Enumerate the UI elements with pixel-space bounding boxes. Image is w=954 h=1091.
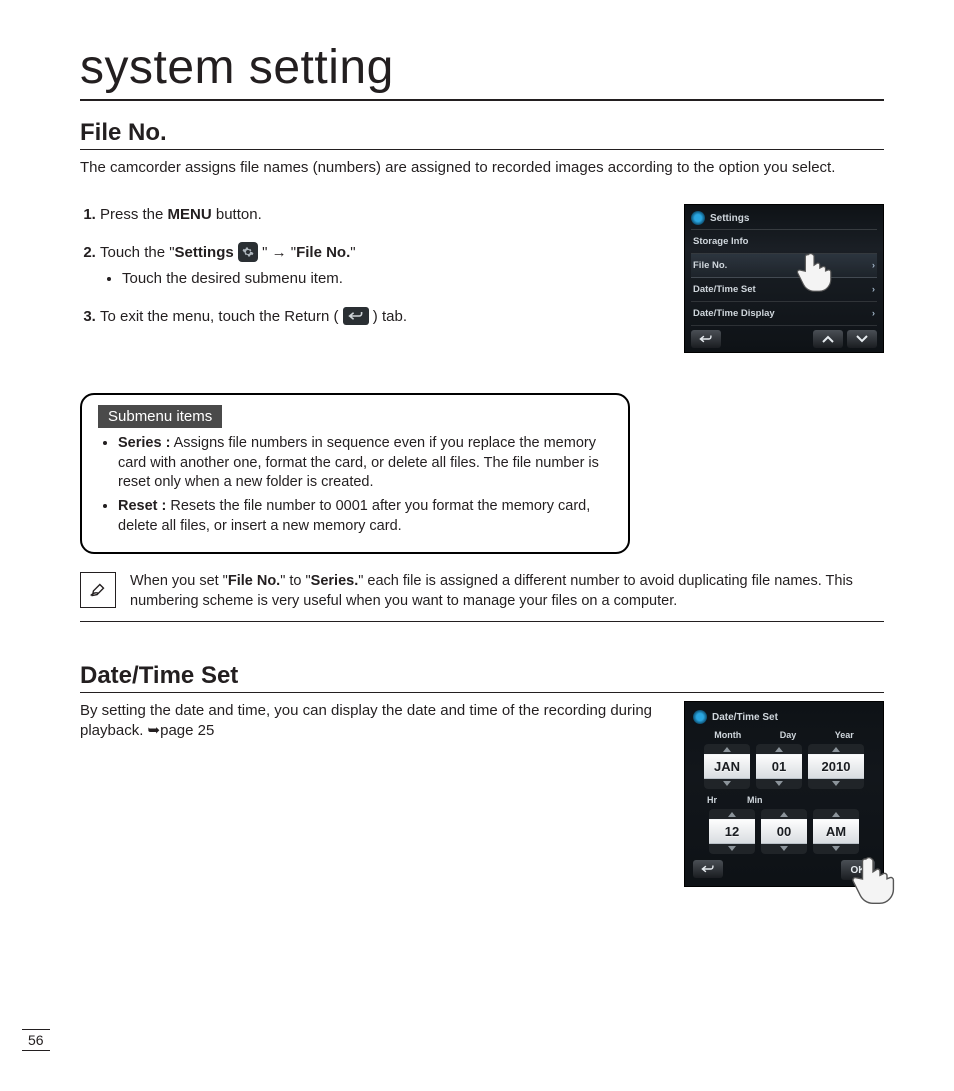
month-value: JAN <box>704 754 750 779</box>
return-button[interactable] <box>693 860 723 878</box>
datetime-panel-title: Date/Time Set <box>712 712 778 723</box>
up-arrow-icon[interactable] <box>756 744 802 754</box>
submenu-series: Series : Assigns file numbers in sequenc… <box>118 434 610 493</box>
up-arrow-icon[interactable] <box>761 809 807 819</box>
datetime-intro: By setting the date and time, you can di… <box>80 701 658 742</box>
note-t1: When you set " <box>130 573 228 589</box>
chevron-right-icon: › <box>872 260 875 271</box>
step3-b: ) tab. <box>369 308 407 325</box>
note-text: When you set "File No." to "Series." eac… <box>130 572 884 611</box>
datetime-intro-b: page 25 <box>160 722 214 739</box>
note-t3: " to " <box>280 573 310 589</box>
down-arrow-icon[interactable] <box>709 844 755 854</box>
minute-value: 00 <box>761 819 807 844</box>
gear-icon <box>238 242 258 262</box>
down-arrow-icon[interactable] <box>756 779 802 789</box>
submenu-box: Submenu items Series : Assigns file numb… <box>80 393 630 554</box>
settings-row-storage[interactable]: Storage Info <box>691 230 877 254</box>
series-desc: Assigns file numbers in sequence even if… <box>118 435 599 490</box>
note-t2: File No. <box>228 573 280 589</box>
step2-a: Touch the " <box>100 244 175 261</box>
day-value: 01 <box>756 754 802 779</box>
settings-screenshot: Settings Storage Info File No. › Date/Ti… <box>684 204 884 353</box>
settings-row-label: Date/Time Display <box>693 308 775 319</box>
reset-desc: Resets the file number to 0001 after you… <box>118 498 590 534</box>
up-arrow-icon[interactable] <box>704 744 750 754</box>
hr-label: Hr <box>707 795 717 805</box>
submenu-title: Submenu items <box>98 405 222 428</box>
datetime-heading: Date/Time Set <box>80 662 884 693</box>
year-label: Year <box>835 730 854 740</box>
month-label: Month <box>714 730 741 740</box>
min-label: Min <box>747 795 763 805</box>
ampm-value: AM <box>813 819 859 844</box>
chevron-right-icon: › <box>872 284 875 295</box>
submenu-reset: Reset : Resets the file number to 0001 a… <box>118 497 610 536</box>
gear-icon <box>691 211 705 225</box>
settings-row-datetime-display[interactable]: Date/Time Display › <box>691 302 877 326</box>
step2-c: " <box>262 244 272 261</box>
settings-row-label: Date/Time Set <box>693 284 756 295</box>
fileno-steps: Press the MENU button. Touch the "Settin… <box>80 204 664 327</box>
datetime-panel-header: Date/Time Set <box>693 710 875 724</box>
time-labels: Hr Min <box>693 795 875 809</box>
up-arrow-icon[interactable] <box>808 744 864 754</box>
step3-a: To exit the menu, touch the Return ( <box>100 308 343 325</box>
datetime-screenshot: Date/Time Set Month Day Year JAN 01 <box>684 701 884 887</box>
settings-panel-title: Settings <box>710 213 749 224</box>
minute-spinner[interactable]: 00 <box>761 809 807 854</box>
step-3: To exit the menu, touch the Return ( ) t… <box>100 306 664 328</box>
step1-text-a: Press the <box>100 206 168 223</box>
ampm-spinner[interactable]: AM <box>813 809 859 854</box>
step2-settings: Settings <box>175 244 234 261</box>
fileno-intro: The camcorder assigns file names (number… <box>80 158 884 178</box>
date-labels: Month Day Year <box>693 730 875 744</box>
hour-value: 12 <box>709 819 755 844</box>
note-icon <box>80 572 116 608</box>
step1-menu: MENU <box>168 206 212 223</box>
day-spinner[interactable]: 01 <box>756 744 802 789</box>
settings-panel-header: Settings <box>691 211 877 225</box>
down-button[interactable] <box>847 330 877 348</box>
down-arrow-icon[interactable] <box>761 844 807 854</box>
hour-spinner[interactable]: 12 <box>709 809 755 854</box>
up-button[interactable] <box>813 330 843 348</box>
page-ref-arrow-icon: ➥ <box>148 722 161 739</box>
note-row: When you set "File No." to "Series." eac… <box>80 564 884 622</box>
arrow-icon: → <box>272 244 287 261</box>
gear-icon <box>693 710 707 724</box>
page-number: 56 <box>22 1029 50 1051</box>
settings-row-label: File No. <box>693 260 727 271</box>
chevron-right-icon: › <box>872 308 875 319</box>
settings-row-label: Storage Info <box>693 236 748 247</box>
series-term: Series : <box>118 435 170 451</box>
settings-row-fileno[interactable]: File No. › <box>691 254 877 278</box>
step2-fileno: File No. <box>296 244 350 261</box>
return-button[interactable] <box>691 330 721 348</box>
step1-text-c: button. <box>212 206 262 223</box>
reset-term: Reset : <box>118 498 166 514</box>
down-arrow-icon[interactable] <box>704 779 750 789</box>
down-arrow-icon[interactable] <box>813 844 859 854</box>
note-t4: Series. <box>311 573 359 589</box>
year-spinner[interactable]: 2010 <box>808 744 864 789</box>
settings-panel-list: Storage Info File No. › Date/Time Set › … <box>691 229 877 326</box>
up-arrow-icon[interactable] <box>813 809 859 819</box>
fileno-heading: File No. <box>80 119 884 150</box>
ok-button[interactable]: OK <box>841 860 875 880</box>
settings-row-datetime-set[interactable]: Date/Time Set › <box>691 278 877 302</box>
return-icon <box>343 307 369 325</box>
up-arrow-icon[interactable] <box>709 809 755 819</box>
step-2: Touch the "Settings " → "File No." Touch… <box>100 242 664 290</box>
day-label: Day <box>780 730 797 740</box>
step2-f: " <box>350 244 355 261</box>
step2-sub: Touch the desired submenu item. <box>122 268 664 290</box>
down-arrow-icon[interactable] <box>808 779 864 789</box>
page-title: system setting <box>80 40 884 101</box>
step-1: Press the MENU button. <box>100 204 664 226</box>
month-spinner[interactable]: JAN <box>704 744 750 789</box>
year-value: 2010 <box>808 754 864 779</box>
